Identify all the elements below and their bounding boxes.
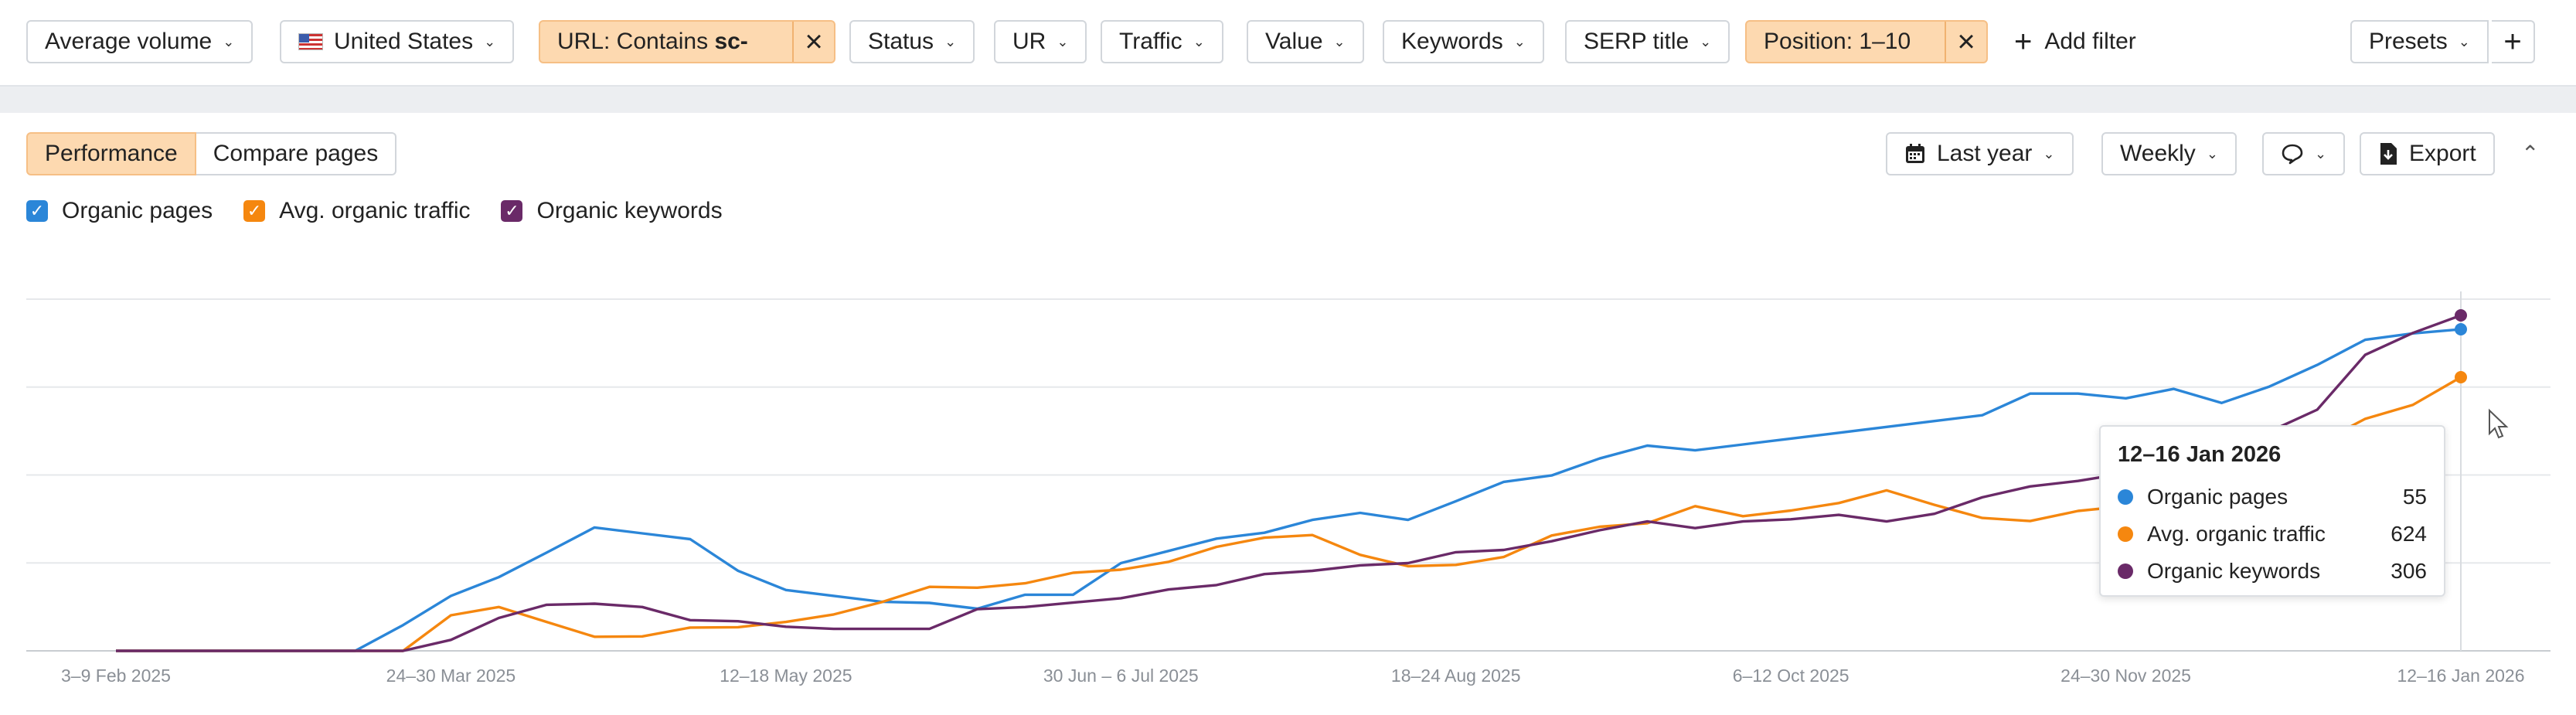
- add-filter-button[interactable]: + Add filter: [2014, 20, 2136, 63]
- checkbox-checked-icon[interactable]: ✓: [501, 200, 523, 222]
- tooltip-row-organic-keywords: Organic keywords 306: [2118, 553, 2427, 590]
- legend-item-avg-organic-traffic[interactable]: ✓ Avg. organic traffic: [243, 198, 470, 224]
- value-label: Value: [1265, 29, 1323, 54]
- chevron-down-icon: ⌄: [2206, 146, 2218, 162]
- checkbox-checked-icon[interactable]: ✓: [243, 200, 266, 222]
- keywords-label: Keywords: [1401, 29, 1503, 54]
- plus-icon: +: [2503, 25, 2522, 59]
- ur-dropdown[interactable]: UR ⌄: [994, 20, 1087, 63]
- date-range-label: Last year: [1937, 141, 2033, 166]
- x-tick-label: 30 Jun – 6 Jul 2025: [1043, 666, 1199, 686]
- mouse-cursor-icon: [2489, 408, 2509, 439]
- tab-performance[interactable]: Performance: [26, 132, 196, 175]
- chevron-down-icon: ⌄: [484, 34, 496, 49]
- x-tick-label: 24–30 Mar 2025: [386, 666, 516, 686]
- chevron-down-icon: ⌄: [1513, 34, 1526, 49]
- keywords-dropdown[interactable]: Keywords ⌄: [1383, 20, 1544, 63]
- legend-label: Organic keywords: [536, 198, 723, 223]
- legend-label: Organic pages: [62, 198, 213, 223]
- series-line-organic-keywords[interactable]: [116, 314, 2462, 652]
- tooltip-label: Organic pages: [2147, 485, 2288, 509]
- tab-compare-pages[interactable]: Compare pages: [196, 132, 397, 175]
- x-tick-label: 12–18 May 2025: [720, 666, 852, 686]
- tooltip-value: 624: [2391, 522, 2427, 546]
- x-tick-label: 12–16 Jan 2026: [2397, 666, 2525, 686]
- volume-label: Average volume: [45, 29, 213, 54]
- position-filter-label: Position: 1–10: [1764, 29, 1911, 54]
- export-button[interactable]: Export: [2360, 132, 2495, 175]
- series-line-organic-pages[interactable]: [116, 328, 2462, 652]
- series-end-marker: [2455, 371, 2467, 383]
- chevron-down-icon: ⌄: [944, 34, 957, 49]
- date-range-dropdown[interactable]: Last year ⌄: [1886, 132, 2074, 175]
- filter-bar: Average volume ⌄ United States ⌄ URL: Co…: [0, 0, 2576, 85]
- calendar-icon: [1906, 144, 1924, 163]
- legend-label: Avg. organic traffic: [279, 198, 471, 223]
- close-icon[interactable]: ×: [1945, 22, 1986, 62]
- serp-title-label: SERP title: [1584, 29, 1690, 54]
- collapse-chevron-up-icon[interactable]: ⌃: [2521, 141, 2540, 165]
- chevron-down-icon: ⌄: [1057, 34, 1069, 49]
- chart-legend: ✓ Organic pages ✓ Avg. organic traffic ✓…: [26, 198, 723, 224]
- add-preset-button[interactable]: +: [2492, 20, 2535, 63]
- tooltip-label: Organic keywords: [2147, 559, 2321, 583]
- chevron-down-icon: ⌄: [2043, 146, 2055, 162]
- position-filter-chip[interactable]: Position: 1–10 ×: [1745, 20, 1988, 63]
- chevron-down-icon: ⌄: [1333, 34, 1346, 49]
- legend-item-organic-keywords[interactable]: ✓ Organic keywords: [501, 198, 723, 224]
- tooltip-row-avg-organic-traffic: Avg. organic traffic 624: [2118, 516, 2427, 553]
- annotations-dropdown[interactable]: ⌄: [2262, 132, 2346, 175]
- presets-label: Presets: [2369, 29, 2448, 54]
- download-icon: [2380, 143, 2397, 165]
- x-tick-label: 18–24 Aug 2025: [1391, 666, 1521, 686]
- series-end-marker: [2455, 309, 2467, 322]
- x-tick-label: 3–9 Feb 2025: [61, 666, 171, 686]
- x-tick-label: 6–12 Oct 2025: [1733, 666, 1849, 686]
- series-end-marker: [2455, 323, 2467, 335]
- chevron-down-icon: ⌄: [1193, 34, 1205, 49]
- tooltip-label: Avg. organic traffic: [2147, 522, 2326, 546]
- traffic-dropdown[interactable]: Traffic ⌄: [1101, 20, 1223, 63]
- series-dot-icon: [2118, 526, 2133, 542]
- country-dropdown[interactable]: United States ⌄: [280, 20, 515, 63]
- plus-icon: +: [2014, 25, 2033, 59]
- chevron-down-icon: ⌄: [2315, 146, 2327, 162]
- comment-icon: [2282, 144, 2303, 165]
- series-dot-icon: [2118, 563, 2133, 579]
- us-flag-icon: [298, 33, 323, 50]
- ur-label: UR: [1012, 29, 1046, 54]
- tooltip-row-organic-pages: Organic pages 55: [2118, 478, 2427, 516]
- view-tabs: Performance Compare pages: [26, 132, 397, 175]
- chevron-down-icon: ⌄: [1700, 34, 1712, 49]
- traffic-label: Traffic: [1119, 29, 1183, 54]
- close-icon[interactable]: ×: [792, 22, 834, 62]
- serp-title-dropdown[interactable]: SERP title ⌄: [1565, 20, 1730, 63]
- chart-tooltip: 12–16 Jan 2026 Organic pages 55 Avg. org…: [2099, 425, 2445, 597]
- url-filter-chip[interactable]: URL: Contains sc- ×: [539, 20, 835, 63]
- divider-band: [0, 85, 2576, 113]
- presets-dropdown[interactable]: Presets ⌄: [2350, 20, 2489, 63]
- chevron-down-icon: ⌄: [2458, 34, 2470, 49]
- x-tick-label: 24–30 Nov 2025: [2060, 666, 2191, 686]
- status-dropdown[interactable]: Status ⌄: [849, 20, 975, 63]
- country-label: United States: [334, 29, 474, 54]
- volume-dropdown[interactable]: Average volume ⌄: [26, 20, 254, 63]
- checkbox-checked-icon[interactable]: ✓: [26, 200, 48, 222]
- status-label: Status: [868, 29, 934, 54]
- series-line-avg-organic-traffic[interactable]: [116, 376, 2462, 652]
- add-filter-label: Add filter: [2044, 29, 2136, 54]
- tooltip-value: 55: [2402, 485, 2427, 509]
- export-label: Export: [2409, 141, 2476, 166]
- url-filter-label: URL: Contains sc-: [557, 29, 748, 54]
- value-dropdown[interactable]: Value ⌄: [1247, 20, 1364, 63]
- interval-label: Weekly: [2120, 141, 2196, 166]
- tooltip-value: 306: [2391, 559, 2427, 583]
- series-dot-icon: [2118, 489, 2133, 505]
- tooltip-title: 12–16 Jan 2026: [2118, 442, 2282, 467]
- chevron-down-icon: ⌄: [223, 34, 235, 49]
- legend-item-organic-pages[interactable]: ✓ Organic pages: [26, 198, 213, 224]
- interval-dropdown[interactable]: Weekly ⌄: [2101, 132, 2237, 175]
